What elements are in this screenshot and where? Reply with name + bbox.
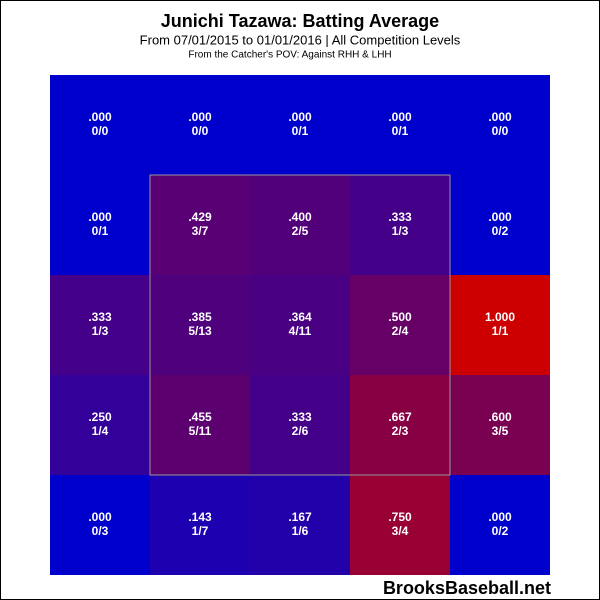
cell (350, 275, 450, 375)
cell-count-label: 3/5 (492, 424, 509, 438)
cell (150, 75, 250, 175)
chart-title: Junichi Tazawa: Batting Average (161, 11, 439, 31)
cell-count-label: 5/13 (188, 324, 212, 338)
cell-value-label: .143 (188, 510, 212, 524)
cell-value-label: .600 (488, 410, 512, 424)
cell (150, 475, 250, 575)
cell-value-label: .364 (288, 310, 312, 324)
cell (350, 175, 450, 275)
cell-count-label: 4/11 (289, 324, 312, 338)
cell-count-label: 0/1 (292, 124, 309, 138)
cell-count-label: 5/11 (189, 424, 212, 438)
cell-value-label: .000 (88, 210, 112, 224)
cell-value-label: .000 (488, 510, 512, 524)
cell-value-label: .000 (388, 110, 412, 124)
cell-value-label: .429 (188, 210, 212, 224)
cell-value-label: .000 (88, 510, 112, 524)
cell (250, 475, 350, 575)
cell (450, 75, 550, 175)
cell-value-label: .000 (488, 210, 512, 224)
cell (50, 75, 150, 175)
cell (250, 275, 350, 375)
cell-value-label: .667 (388, 410, 412, 424)
chart-note: From the Catcher's POV: Against RHH & LH… (188, 50, 391, 61)
cell-value-label: .400 (288, 210, 312, 224)
cell-count-label: 0/1 (92, 224, 109, 238)
watermark: BrooksBaseball.net (383, 578, 551, 598)
cell-value-label: .000 (188, 110, 212, 124)
cell (450, 175, 550, 275)
cell-count-label: 0/3 (92, 524, 109, 538)
cell-count-label: 1/4 (92, 424, 109, 438)
chart-subtitle: From 07/01/2015 to 01/01/2016 | All Comp… (140, 32, 461, 47)
cell-count-label: 2/5 (292, 224, 309, 238)
cell (250, 375, 350, 475)
cell-value-label: .167 (288, 510, 312, 524)
cell-count-label: 0/0 (92, 124, 109, 138)
cell-count-label: 1/3 (92, 324, 109, 338)
cell-value-label: .250 (88, 410, 112, 424)
cell (250, 175, 350, 275)
cell (50, 275, 150, 375)
cell-count-label: 1/7 (192, 524, 209, 538)
cell-value-label: .000 (88, 110, 112, 124)
cell-value-label: .750 (388, 510, 412, 524)
cell-count-label: 2/6 (292, 424, 309, 438)
cell-value-label: .333 (388, 210, 412, 224)
cell (450, 475, 550, 575)
cell (450, 375, 550, 475)
cell-value-label: .385 (188, 310, 212, 324)
cell-value-label: .000 (488, 110, 512, 124)
cell-count-label: 1/3 (392, 224, 409, 238)
cell (450, 275, 550, 375)
cell (250, 75, 350, 175)
strike-zone (149, 174, 451, 476)
cell-value-label: .455 (188, 410, 212, 424)
cell-count-label: 3/7 (192, 224, 209, 238)
cell-value-label: .333 (88, 310, 112, 324)
cell-count-label: 3/4 (392, 524, 409, 538)
cell (50, 175, 150, 275)
cell-count-label: 1/1 (492, 324, 509, 338)
cell-count-label: 2/4 (392, 324, 409, 338)
cell (50, 475, 150, 575)
cell-count-label: 1/6 (292, 524, 309, 538)
cell-count-label: 0/0 (492, 124, 509, 138)
cell-count-label: 0/2 (492, 524, 509, 538)
heatmap: .0000/0.0000/0.0000/1.0000/1.0000/0.0000… (50, 75, 550, 575)
cell-value-label: .500 (388, 310, 412, 324)
cell-count-label: 0/2 (492, 224, 509, 238)
cell-value-label: .333 (288, 410, 312, 424)
cell-count-label: 2/3 (392, 424, 409, 438)
cell (150, 375, 250, 475)
cell (150, 175, 250, 275)
cell (50, 375, 150, 475)
cell (350, 375, 450, 475)
cell-value-label: 1.000 (485, 310, 515, 324)
cell (350, 75, 450, 175)
cell-value-label: .000 (288, 110, 312, 124)
cell (150, 275, 250, 375)
cell-count-label: 0/0 (192, 124, 209, 138)
cell-count-label: 0/1 (392, 124, 409, 138)
cell (350, 475, 450, 575)
